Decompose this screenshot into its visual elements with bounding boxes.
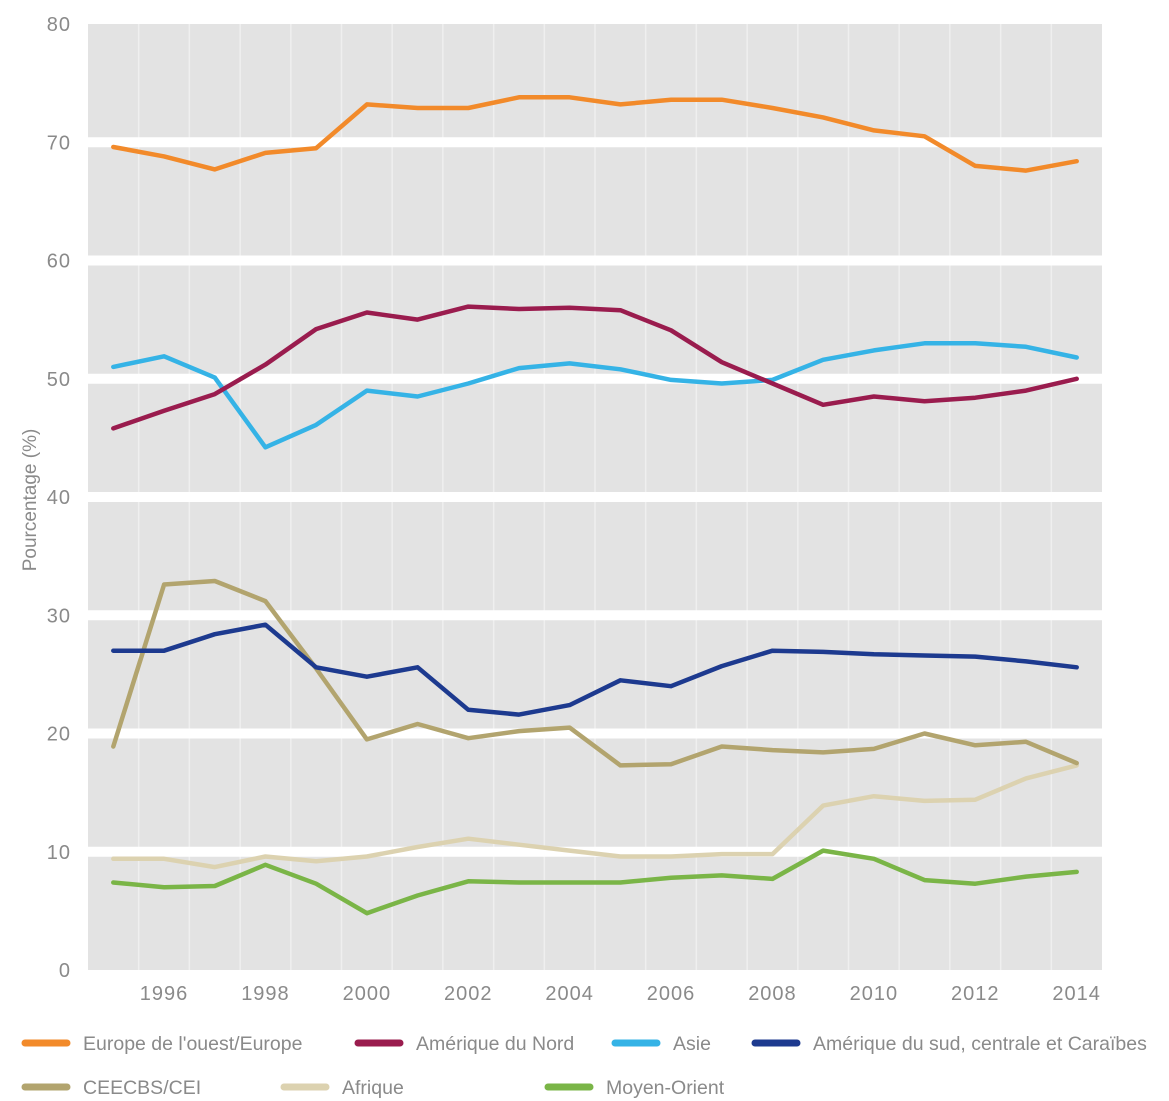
x-tick-label: 1998 xyxy=(241,983,290,1005)
legend-item-amerique-du-sud-centrale-et-caraibes: Amérique du sud, centrale et Caraïbes xyxy=(751,1033,1147,1055)
line-asie xyxy=(111,341,1079,450)
y-tick-label: 50 xyxy=(47,369,71,391)
y-axis: 0 10 20 30 40 50 60 70 80 Pourcentage (%) xyxy=(20,14,71,982)
legend-label: Amérique du Nord xyxy=(416,1033,574,1055)
legend-item-asie: Asie xyxy=(611,1033,711,1055)
x-tick-label: 1996 xyxy=(140,983,189,1005)
legend-item-ceecbs-cei: CEECBS/CEI xyxy=(21,1077,201,1099)
legend-item-europe-de-l-ouest-europe: Europe de l'ouest/Europe xyxy=(21,1033,302,1055)
legend: Europe de l'ouest/Europe Amérique du Nord… xyxy=(21,1033,1147,1099)
line-amerique-du-sud-centrale-et-caraibes xyxy=(111,622,1079,717)
line-moyen-orient xyxy=(111,848,1079,916)
x-tick-label: 2008 xyxy=(748,983,797,1005)
x-tick-label: 2010 xyxy=(850,983,899,1005)
legend-label: Amérique du sud, centrale et Caraïbes xyxy=(813,1033,1147,1055)
x-tick-label: 2014 xyxy=(1052,983,1101,1005)
y-tick-label: 70 xyxy=(47,132,71,154)
x-tick-label: 2004 xyxy=(545,983,594,1005)
y-tick-label: 80 xyxy=(47,14,71,36)
plot-area xyxy=(88,24,1102,970)
x-tick-label: 2000 xyxy=(343,983,392,1005)
line-europe-de-l-ouest-europe xyxy=(111,95,1079,173)
y-tick-label: 30 xyxy=(47,605,71,627)
series-lines xyxy=(111,95,1079,916)
legend-label: CEECBS/CEI xyxy=(83,1077,201,1099)
x-tick-label: 2002 xyxy=(444,983,493,1005)
line-ceecbs-cei xyxy=(111,578,1079,768)
line-amerique-du-nord xyxy=(111,304,1079,431)
line-afrique xyxy=(111,763,1079,870)
x-axis: 1996 1998 2000 2002 2004 2006 2008 2010 2012 2014 xyxy=(140,983,1101,1005)
x-tick-label: 2006 xyxy=(647,983,696,1005)
legend-item-amerique-du-nord: Amérique du Nord xyxy=(354,1033,574,1055)
y-tick-label: 40 xyxy=(47,487,71,509)
legend-label: Europe de l'ouest/Europe xyxy=(83,1033,302,1055)
y-tick-label: 0 xyxy=(59,960,71,982)
legend-label: Afrique xyxy=(342,1077,404,1099)
x-tick-label: 2012 xyxy=(951,983,1000,1005)
legend-label: Asie xyxy=(673,1033,711,1055)
legend-item-moyen-orient: Moyen-Orient xyxy=(544,1077,725,1099)
y-axis-title: Pourcentage (%) xyxy=(20,429,41,572)
y-tick-label: 10 xyxy=(47,842,71,864)
y-tick-label: 60 xyxy=(47,251,71,273)
legend-item-afrique: Afrique xyxy=(280,1077,404,1099)
legend-label: Moyen-Orient xyxy=(606,1077,725,1099)
y-tick-label: 20 xyxy=(47,724,71,746)
